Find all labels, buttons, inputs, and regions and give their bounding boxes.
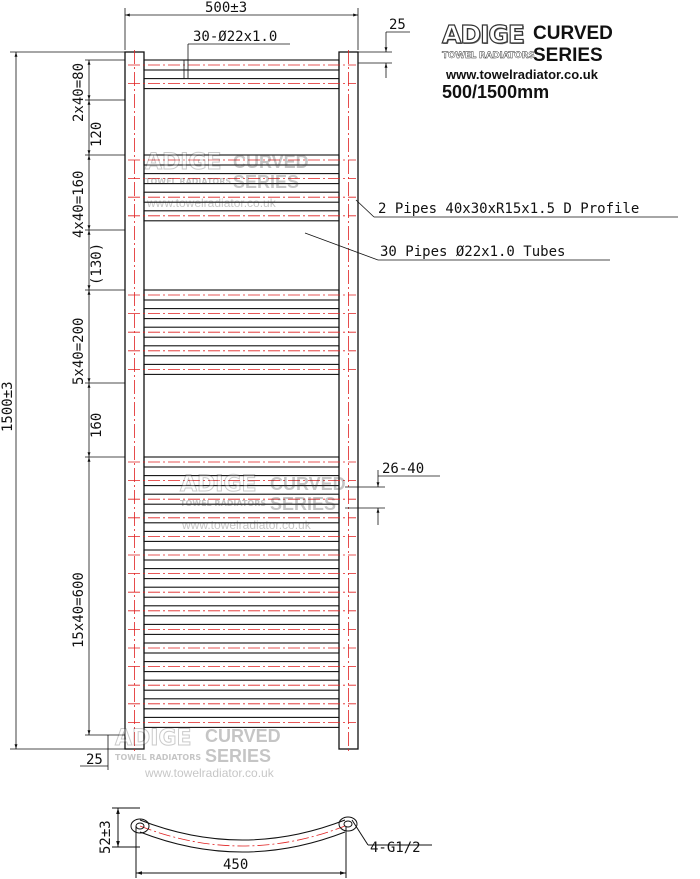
gap2-label: (130) (89, 243, 105, 285)
gap1-label: 120 (89, 122, 105, 147)
brand-logo: ADIGE TOWEL RADIATORS CURVED SERIES www.… (440, 18, 695, 104)
tube-gap-label: 26-40 (382, 461, 424, 477)
product-size: 500/1500mm (442, 82, 550, 102)
brand-url: www.towelradiator.co.uk (446, 67, 598, 82)
brand-sub: TOWEL RADIATORS (442, 51, 535, 61)
rails (124, 50, 359, 752)
overall-width-label: 500±3 (205, 0, 247, 16)
depth-label: 52±3 (98, 820, 114, 854)
centres-label: 450 (223, 857, 248, 873)
overall-height-label: 1500±3 (0, 381, 16, 432)
tubes (128, 59, 356, 728)
group2-label: 4x40=160 (71, 171, 87, 238)
group4-label: 15x40=600 (71, 572, 87, 648)
series-line1: CURVED (533, 23, 613, 44)
side-view (112, 807, 432, 878)
brand-name: ADIGE (441, 19, 525, 49)
group3-label: 5x40=200 (71, 318, 87, 385)
profile-callout: 2 Pipes 40x30xR15x1.5 D Profile (378, 201, 639, 217)
bottom-offset-label: 25 (86, 752, 103, 768)
rail-offset-label: 25 (389, 17, 406, 33)
gap3-label: 160 (89, 413, 105, 438)
tubes-callout: 30 Pipes Ø22x1.0 Tubes (380, 244, 565, 260)
connections-label: 4-G1/2 (370, 840, 421, 856)
tube-spec-label: 30-Ø22x1.0 (193, 29, 277, 45)
series-line2: SERIES (533, 45, 603, 66)
group1-label: 2x40=80 (71, 63, 87, 122)
dimension-lines (10, 8, 678, 770)
